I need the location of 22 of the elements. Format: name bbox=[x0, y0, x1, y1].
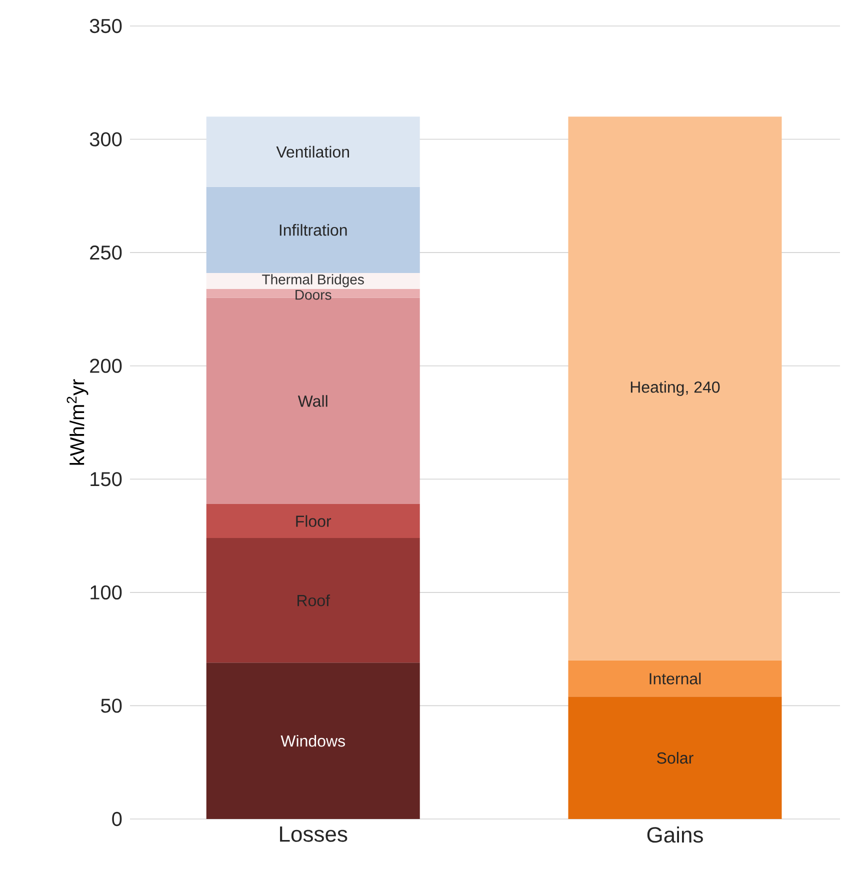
series-label: Ventilation bbox=[276, 146, 349, 158]
x-tick-label: Losses bbox=[280, 826, 348, 842]
annotation: Heating, 240 bbox=[630, 381, 720, 396]
series-label: Solar bbox=[657, 752, 694, 764]
y-tick-label: 50 bbox=[101, 698, 122, 713]
y-tick-label: 350 bbox=[90, 18, 122, 34]
series-label: Floor bbox=[296, 515, 332, 527]
x-tick-label: Gains bbox=[647, 826, 703, 843]
y-tick-label: 200 bbox=[90, 358, 122, 373]
series-label: Doors bbox=[296, 290, 332, 300]
y-axis-title: kWh/m$^{2}$yr bbox=[66, 379, 88, 465]
series-label: Roof bbox=[298, 594, 330, 606]
y-tick-label: 150 bbox=[90, 472, 122, 486]
series-label: Thermal Bridges bbox=[262, 274, 364, 288]
y-tick-label: 100 bbox=[90, 585, 122, 600]
y-tick-label: 250 bbox=[90, 245, 122, 260]
y-tick-label: 300 bbox=[90, 132, 122, 146]
series-label: Infiltration bbox=[280, 224, 347, 236]
y-tick-label: 0 bbox=[112, 812, 122, 826]
series-label: Wall bbox=[298, 395, 328, 407]
series-label: Internal bbox=[650, 672, 701, 684]
series-label: Windows bbox=[280, 734, 345, 747]
